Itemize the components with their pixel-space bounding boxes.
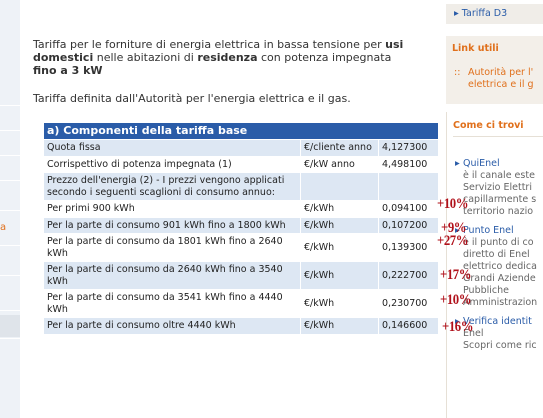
annotation: +9% xyxy=(441,220,467,236)
top-link[interactable]: ▸ Tariffa D3 xyxy=(454,8,508,19)
annotation: +16% xyxy=(442,319,474,335)
left-nav: a xyxy=(0,0,20,418)
table-row: Per la parte di consumo 901 kWh fino a 1… xyxy=(44,217,439,233)
row-label: Per la parte di consumo da 1801 kWh fino… xyxy=(44,234,300,261)
unit: €/kWh xyxy=(301,262,378,289)
nav-separator xyxy=(0,105,20,106)
section-title: Come ci trovi xyxy=(453,120,524,131)
price: 0,139300 xyxy=(379,234,439,261)
table-row: Prezzo dell'energia (2) - I prezzi vengo… xyxy=(44,173,439,200)
nav-separator xyxy=(0,130,20,131)
price: 4,127300 xyxy=(379,140,439,156)
annotation: +27% xyxy=(437,232,469,249)
price: 0,107200 xyxy=(379,217,439,233)
intro-text: nelle abitazioni di xyxy=(93,51,198,64)
nav-separator xyxy=(0,310,20,311)
table-row: Quota fissa €/cliente anno 4,127300 xyxy=(44,140,439,156)
table-row: Per la parte di consumo da 3541 kWh fino… xyxy=(44,290,439,317)
link[interactable]: elettrica e il g xyxy=(468,79,534,90)
item-title[interactable]: QuiEnel xyxy=(463,158,500,169)
item-text: Amministrazion xyxy=(463,297,538,308)
price: 0,222700 xyxy=(379,262,439,289)
nav-separator xyxy=(0,275,20,276)
item-text: è il canale este xyxy=(463,170,535,181)
intro-paragraph: Tariffa per le forniture di energia elet… xyxy=(33,38,413,77)
link[interactable]: Autorità per l' xyxy=(468,67,534,78)
row-label: Per la parte di consumo 901 kWh fino a 1… xyxy=(44,217,300,233)
nav-active xyxy=(0,315,20,337)
nav-item-text[interactable]: a xyxy=(0,222,7,233)
unit: €/kWh xyxy=(301,234,378,261)
annotation: +17% xyxy=(440,266,472,283)
bullet: ▸ xyxy=(455,316,460,327)
sidebar: ▸ Tariffa D3 Link utili:: Autorità per l'… xyxy=(446,0,543,418)
item-text: elettrico dedica xyxy=(463,261,537,272)
table-row: Corrispettivo di potenza impegnata (1) €/… xyxy=(44,156,439,172)
unit: €/kW anno xyxy=(301,156,378,172)
item-text: è il punto di co xyxy=(463,237,534,248)
price: 0,094100 xyxy=(379,201,439,217)
nav-separator xyxy=(0,338,20,339)
item-text: Scopri come ric xyxy=(463,340,537,351)
unit xyxy=(301,173,378,200)
item-text: territorio nazio xyxy=(463,206,534,217)
top-link-box: ▸ Tariffa D3 xyxy=(446,4,543,24)
row-label: Prezzo dell'energia (2) - I prezzi vengo… xyxy=(44,173,300,200)
row-label: Per la parte di consumo da 3541 kWh fino… xyxy=(44,290,300,317)
unit: €/kWh xyxy=(301,217,378,233)
table-header: a) Componenti della tariffa base xyxy=(44,123,439,139)
row-label: Per primi 900 kWh xyxy=(44,201,300,217)
intro: Tariffa per le forniture di energia elet… xyxy=(33,38,413,120)
price xyxy=(379,173,439,200)
nav-separator xyxy=(0,245,20,246)
item-text: Grandi Aziende xyxy=(463,273,536,284)
find-box: Come ci trovi ▸ QuiEnel è il canale este Ser… xyxy=(446,112,543,418)
item-text: Enel xyxy=(463,328,484,339)
intro-text: residenza xyxy=(197,51,258,64)
annotation: +10% xyxy=(440,291,472,308)
bullet: ▸ xyxy=(455,225,460,236)
item-title[interactable]: Punto Enel xyxy=(463,225,514,236)
unit: €/kWh xyxy=(301,290,378,317)
table-row: Per la parte di consumo da 2640 kWh fino… xyxy=(44,262,439,289)
links-box: Link utili:: Autorità per l' elettrica e i… xyxy=(446,36,543,104)
item-text: Pubbliche xyxy=(463,285,510,296)
section-title: Link utili xyxy=(452,43,499,54)
nav-separator xyxy=(0,155,20,156)
row-label: Per la parte di consumo oltre 4440 kWh xyxy=(44,318,300,334)
price: 0,146600 xyxy=(379,318,439,334)
item-title[interactable]: Verifica identit xyxy=(463,316,532,327)
nav-separator xyxy=(0,180,20,181)
row-label: Per la parte di consumo da 2640 kWh fino… xyxy=(44,262,300,289)
nav-separator xyxy=(0,210,20,211)
price: 4,498100 xyxy=(379,156,439,172)
intro-text: usi domestici xyxy=(33,38,404,64)
table-row: Per la parte di consumo da 1801 kWh fino… xyxy=(44,234,439,261)
row-label: Quota fissa xyxy=(44,140,300,156)
annotation: +10% xyxy=(437,196,469,212)
table-row: Per la parte di consumo oltre 4440 kWh €/… xyxy=(44,318,439,334)
price: 0,230700 xyxy=(379,290,439,317)
bullet: :: xyxy=(454,67,461,78)
row-label: Corrispettivo di potenza impegnata (1) xyxy=(44,156,300,172)
unit: €/kWh xyxy=(301,318,378,334)
unit: €/cliente anno xyxy=(301,140,378,156)
intro-text: Tariffa per le forniture di energia elet… xyxy=(33,38,386,51)
unit: €/kWh xyxy=(301,201,378,217)
bullet: ▸ xyxy=(455,158,460,169)
intro-text: con potenza impegnata xyxy=(257,51,392,64)
item-text: Servizio Elettri xyxy=(463,182,532,193)
table-row: Per primi 900 kWh €/kWh 0,094100 xyxy=(44,201,439,217)
intro-paragraph: Tariffa definita dall'Autorità per l'ene… xyxy=(33,92,351,105)
tariff-table: a) Componenti della tariffa base Quota f… xyxy=(43,122,439,335)
item-text: diretto di Enel xyxy=(463,249,530,260)
intro-text: fino a 3 kW xyxy=(33,64,103,77)
item-text: capillarmente s xyxy=(463,194,537,205)
divider xyxy=(453,136,543,137)
